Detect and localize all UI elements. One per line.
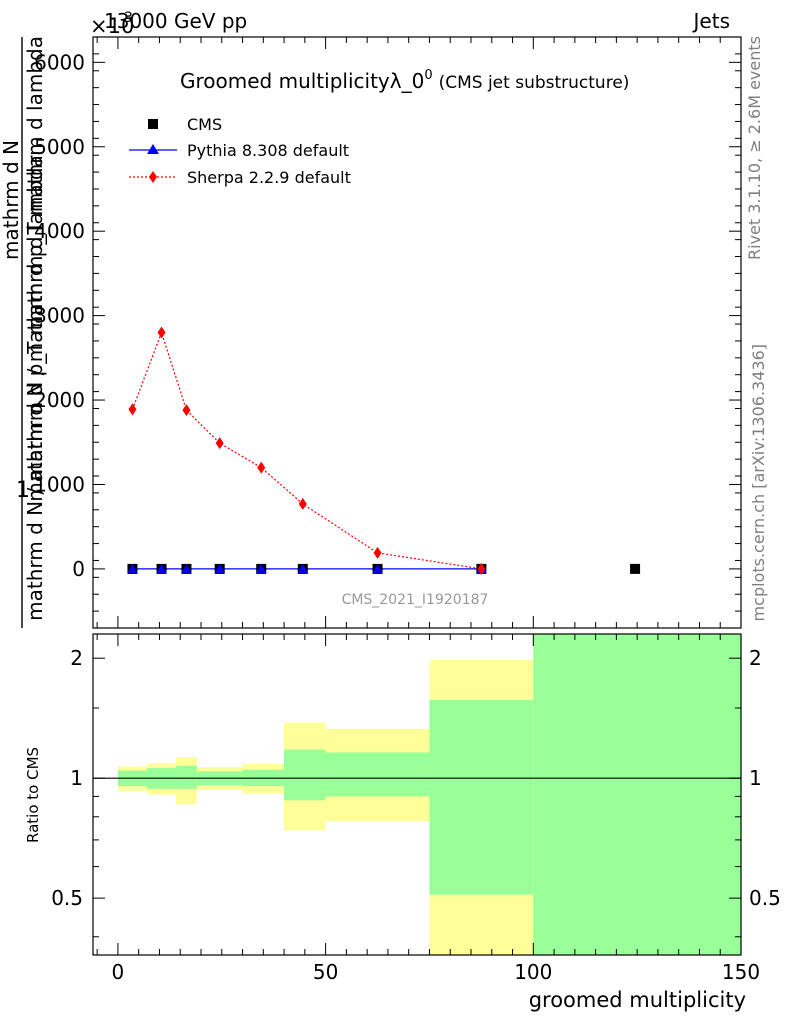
sherpa-point [182,404,191,417]
legend-marker-pythia [147,144,159,154]
ylabel-one: 1 [16,478,30,503]
ratio-band-green-6 [325,752,430,797]
pythia-point [256,563,267,573]
ratio-tick-label: 1 [70,766,83,790]
ratio-band-green-8 [533,634,741,955]
ratio-tick-label: 2 [70,646,83,670]
ratio-band-green-5 [284,749,326,801]
chart-title-main: Groomed multiplicityλ_0 [180,69,424,93]
ratio-ylabel: Ratio to CMS [24,747,42,843]
y-tick-label: 0 [72,557,85,581]
chart-title: Groomed multiplicityλ_00 (CMS jet substru… [180,68,629,93]
y-tick-label: 5000 [34,135,85,159]
x-tick-label: 100 [514,960,552,984]
x-tick-label: 50 [313,960,338,984]
y-tick-label: 6000 [34,50,85,74]
sherpa-point [157,326,166,339]
mcplots-label: mcplots.cern.ch [arXiv:1306.3436] [749,344,768,621]
sherpa-point [298,497,307,510]
legend-label-sherpa: Sherpa 2.2.9 default [187,168,351,187]
series-line-sherpa [131,330,482,570]
legend-marker-sherpa [149,171,157,183]
ratio-panel-frame [92,633,742,956]
pythia-point [297,563,308,573]
pythia-point [372,563,383,573]
y-tick-label: 2000 [34,388,85,412]
y-tick-label: 3000 [34,304,85,328]
ratio-tick-label-right: 0.5 [749,886,781,910]
ratio-bands [93,634,741,955]
ylabel-extra-top: mathrm d N [0,140,23,260]
sherpa-point [477,562,486,575]
cms-point [630,563,641,574]
legend-label-pythia: Pythia 8.308 default [187,141,349,160]
pythia-point [214,563,225,573]
y-tick-label: 4000 [34,219,85,243]
beam-label: 13000 GeV pp [104,9,247,33]
pythia-point [156,563,167,573]
legend: CMS Pythia 8.308 default Sherpa 2.2.9 de… [129,115,351,187]
sherpa-point [257,461,266,474]
x-tick-label: 150 [722,960,760,984]
main-panel-frame [92,36,742,629]
chart-subtitle: (CMS jet substructure) [439,73,630,93]
ratio-tick-label-right: 2 [749,646,762,670]
axes: 0 1000 2000 3000 4000 5000 6000 0 50 100 150 0.5 0.5… [34,36,781,984]
ratio-band-green-7 [429,700,534,895]
chart-title-sup: 0 [424,68,432,83]
ratio-band-green-2 [176,765,197,789]
legend-label-cms: CMS [187,115,222,134]
main-series [127,326,641,575]
sherpa-point [215,437,224,450]
x-axis-label: groomed multiplicity [529,988,746,1012]
pythia-point [181,563,192,573]
exponent-label: ×10 [90,14,134,38]
category-label: Jets [692,9,730,33]
ylabel-extra-frac: mathrm d N / mathrm d p_T mathrm d lambd… [23,155,47,621]
sherpa-point [373,546,382,559]
pythia-point [127,563,138,573]
y-tick-label: 1000 [34,472,85,496]
ylabel-main: mathrm d N / mathrm d p_T mathrm d lambd… [23,36,47,502]
rivet-label: Rivet 3.1.10, ≥ 2.6M events [745,36,764,260]
legend-marker-cms [148,119,158,129]
ratio-tick-label-right: 1 [749,766,762,790]
watermark: CMS_2021_I1920187 [342,592,489,608]
exponent-power: 3 [124,10,133,26]
x-tick-label: 0 [112,960,125,984]
ratio-tick-label: 0.5 [51,886,83,910]
sherpa-point [128,403,137,416]
